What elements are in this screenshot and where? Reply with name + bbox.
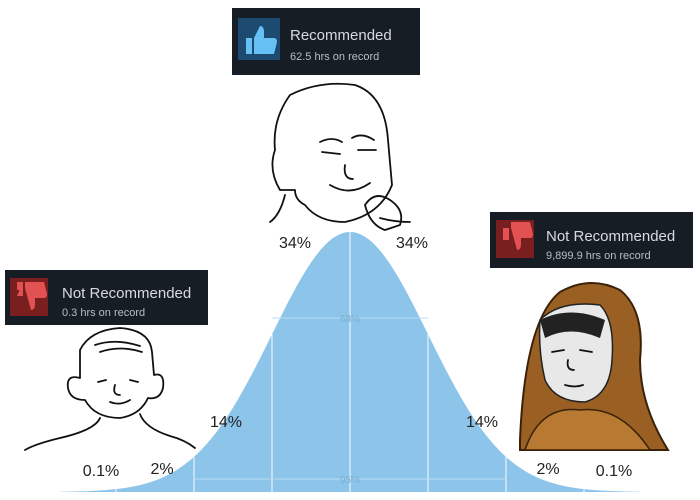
badge-hours: 9,899.9 hrs on record <box>546 250 651 262</box>
segment-label: 34% <box>279 235 311 252</box>
segment-label: 34% <box>396 235 428 252</box>
range-label: 95% <box>340 475 360 486</box>
segment-label: 2% <box>536 461 559 478</box>
range-label: 68% <box>340 314 360 325</box>
badge-hours: 62.5 hrs on record <box>290 51 379 63</box>
segment-label: 0.1% <box>596 463 632 480</box>
badge-recommended: Recommended 62.5 hrs on record <box>232 8 420 75</box>
badge-hours: 0.3 hrs on record <box>62 307 145 319</box>
badge-title: Recommended <box>290 27 392 44</box>
bell-curve <box>60 232 640 492</box>
segment-label: 2% <box>150 461 173 478</box>
badge-not-recommended-right: Not Recommended 9,899.9 hrs on record <box>490 212 693 268</box>
badge-not-recommended-left: Not Recommended 0.3 hrs on record <box>5 270 208 325</box>
face-top <box>269 82 411 231</box>
badge-title: Not Recommended <box>62 285 191 302</box>
badge-title: Not Recommended <box>546 228 675 245</box>
face-left <box>24 327 196 451</box>
face-right <box>519 281 670 451</box>
segment-label: 14% <box>210 414 242 431</box>
segment-label: 14% <box>466 414 498 431</box>
segment-label: 0.1% <box>83 463 119 480</box>
